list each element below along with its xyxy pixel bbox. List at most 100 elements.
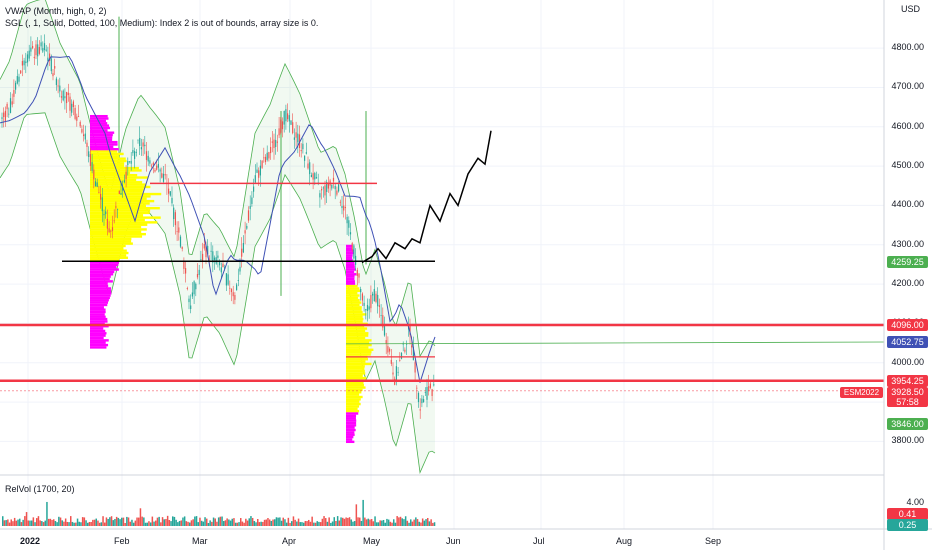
relvol-bar <box>37 516 40 526</box>
candle-body <box>276 141 278 143</box>
candle-body <box>319 193 321 198</box>
candle-body <box>380 315 382 316</box>
relvol-badge-b: 0.25 <box>887 519 928 531</box>
relvol-bar <box>71 521 74 526</box>
candle-body <box>227 274 229 285</box>
volume-profile-row <box>90 157 126 160</box>
relvol-bar <box>54 521 57 526</box>
relvol-bar <box>241 521 244 526</box>
candle-body <box>183 261 185 269</box>
band-reset-2 <box>365 111 367 265</box>
candle-body <box>42 48 44 52</box>
candle-body <box>21 61 23 66</box>
candle-body <box>96 182 98 187</box>
volume-profile-row <box>90 277 110 281</box>
relvol-bar <box>236 522 239 526</box>
price-tick: 4200.00 <box>891 278 924 289</box>
candle-body <box>237 280 239 281</box>
relvol-bar <box>291 521 293 526</box>
candle-body <box>336 190 338 195</box>
volume-profile-row <box>90 289 112 293</box>
volume-profile-row <box>90 247 124 250</box>
vwap-lower-badge: 3846.00 <box>887 418 928 430</box>
volume-profile-row <box>346 251 355 255</box>
candle-body <box>300 150 302 152</box>
relvol-bar <box>24 516 26 526</box>
candle-body <box>302 143 304 150</box>
candle-body <box>258 170 260 178</box>
volume-profile-row <box>346 407 358 410</box>
volume-profile-row <box>346 400 360 403</box>
volume-profile-row <box>90 280 113 283</box>
relvol-bar <box>19 518 21 526</box>
vwap-legend[interactable]: VWAP (Month, high, 0, 2) <box>5 6 107 16</box>
volume-profile-row <box>90 131 115 134</box>
volume-profile-row <box>90 249 127 252</box>
candle-body <box>152 162 154 166</box>
volume-profile-row <box>90 124 110 127</box>
candle-body <box>196 274 199 278</box>
candle-body <box>83 134 85 137</box>
relvol-bar <box>272 519 274 526</box>
volume-profile-row <box>90 211 150 215</box>
volume-profile-row <box>90 294 111 297</box>
volume-profile-row <box>346 383 364 387</box>
volume-profile-row <box>346 289 360 293</box>
volume-profile-row <box>346 358 369 361</box>
volume-profile-row <box>346 369 365 373</box>
relvol-bar <box>22 519 24 526</box>
volume-profile-row <box>90 299 109 302</box>
candle-body <box>40 42 42 47</box>
candle-body <box>411 345 413 348</box>
chart-grid <box>0 0 884 529</box>
volume-profile-row <box>346 435 354 439</box>
projection-path[interactable] <box>361 130 492 264</box>
candle-body <box>149 160 151 164</box>
candle-body <box>395 366 397 382</box>
relvol-bar <box>114 518 116 526</box>
relvol-bar <box>192 519 194 526</box>
relvol-bar <box>408 522 410 526</box>
relvol-bar <box>421 518 424 526</box>
relvol-bar <box>64 518 67 526</box>
candle-body <box>343 205 345 211</box>
relvol-bar <box>58 516 60 526</box>
volume-profile-row <box>346 258 353 262</box>
relvol-bar <box>70 516 72 526</box>
relvol-bar <box>199 517 201 526</box>
relvol-legend[interactable]: RelVol (1700, 20) <box>5 484 75 494</box>
volume-profile-row <box>346 438 353 441</box>
volume-profile-row <box>90 152 124 156</box>
candle-body <box>181 246 183 249</box>
relvol-bar <box>425 519 427 526</box>
candle-body <box>100 193 102 200</box>
candle-body <box>198 269 200 275</box>
candle-body <box>331 184 333 189</box>
price-tick: 3800.00 <box>891 435 924 446</box>
relvol-bar <box>200 520 203 526</box>
candle-body <box>310 174 312 178</box>
candle-body <box>358 273 360 278</box>
candle-body <box>71 103 73 113</box>
relvol-bar <box>420 522 422 526</box>
volume-profile-row <box>346 256 353 259</box>
candle-body <box>281 121 284 130</box>
candle-body <box>81 129 83 133</box>
candle-body <box>127 161 129 166</box>
relvol-bar <box>88 521 91 526</box>
time-tick: May <box>363 536 381 546</box>
relvol-bar <box>93 519 96 526</box>
candle-body <box>239 266 241 272</box>
relvol-bar <box>223 521 225 526</box>
relvol-bar <box>287 517 290 526</box>
candle-body <box>202 253 204 262</box>
relvol-bar <box>141 516 143 526</box>
candle-body <box>253 186 255 192</box>
candle-body <box>404 349 406 352</box>
candle-body <box>120 192 122 195</box>
sgl-legend[interactable]: SGL (, 1, Solid, Dotted, 100, Medium): I… <box>5 18 319 28</box>
price-tick: 4000.00 <box>891 356 924 367</box>
time-tick: Aug <box>616 536 633 546</box>
candle-body <box>275 139 277 147</box>
